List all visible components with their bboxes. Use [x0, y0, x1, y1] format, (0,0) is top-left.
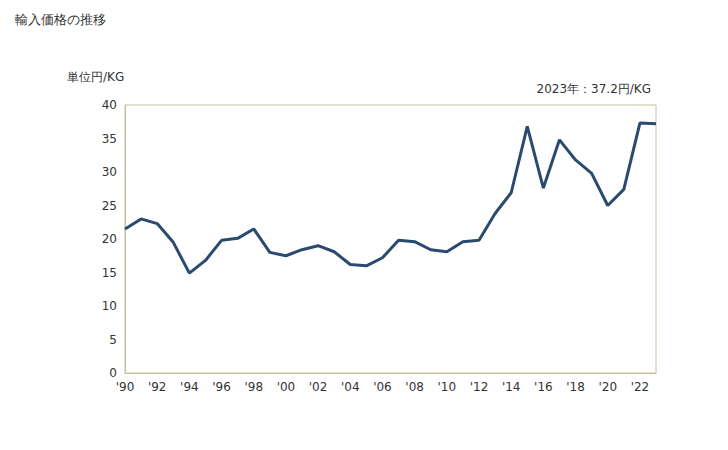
svg-text:'08: '08 [405, 380, 424, 394]
svg-text:'18: '18 [566, 380, 585, 394]
svg-text:'00: '00 [277, 380, 296, 394]
svg-text:'22: '22 [631, 380, 650, 394]
svg-text:'94: '94 [180, 380, 199, 394]
svg-text:単位円/KG: 単位円/KG [67, 70, 124, 84]
svg-text:'06: '06 [373, 380, 392, 394]
svg-text:35: 35 [102, 132, 117, 146]
svg-text:15: 15 [102, 266, 117, 280]
svg-text:20: 20 [102, 232, 117, 246]
svg-text:'14: '14 [502, 380, 521, 394]
svg-text:'96: '96 [212, 380, 231, 394]
svg-text:5: 5 [109, 333, 117, 347]
svg-text:'90: '90 [116, 380, 135, 394]
svg-text:'92: '92 [148, 380, 167, 394]
svg-text:'16: '16 [534, 380, 553, 394]
svg-text:40: 40 [102, 98, 117, 112]
svg-text:30: 30 [102, 165, 117, 179]
svg-text:2023年：37.2円/KG: 2023年：37.2円/KG [537, 82, 651, 96]
svg-text:0: 0 [109, 366, 117, 380]
svg-text:'20: '20 [598, 380, 617, 394]
svg-text:'12: '12 [470, 380, 489, 394]
svg-text:25: 25 [102, 199, 117, 213]
svg-text:'10: '10 [438, 380, 457, 394]
svg-text:輸入価格の推移: 輸入価格の推移 [15, 12, 106, 27]
svg-text:'02: '02 [309, 380, 328, 394]
svg-text:'98: '98 [244, 380, 263, 394]
svg-text:10: 10 [102, 299, 117, 313]
svg-text:'04: '04 [341, 380, 360, 394]
